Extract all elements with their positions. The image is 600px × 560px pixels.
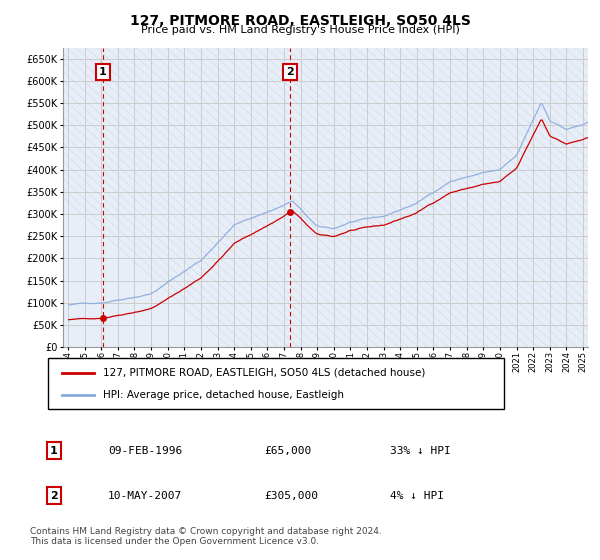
Text: 2: 2 (286, 67, 294, 77)
Text: 2: 2 (50, 491, 58, 501)
FancyBboxPatch shape (48, 358, 504, 409)
Text: 1: 1 (50, 446, 58, 456)
Text: 10-MAY-2007: 10-MAY-2007 (108, 491, 182, 501)
Text: 127, PITMORE ROAD, EASTLEIGH, SO50 4LS: 127, PITMORE ROAD, EASTLEIGH, SO50 4LS (130, 14, 470, 28)
Text: 4% ↓ HPI: 4% ↓ HPI (390, 491, 444, 501)
Text: 33% ↓ HPI: 33% ↓ HPI (390, 446, 451, 456)
Text: 1: 1 (99, 67, 107, 77)
Text: £65,000: £65,000 (264, 446, 311, 456)
Text: HPI: Average price, detached house, Eastleigh: HPI: Average price, detached house, East… (103, 390, 344, 400)
Text: Price paid vs. HM Land Registry's House Price Index (HPI): Price paid vs. HM Land Registry's House … (140, 25, 460, 35)
Text: Contains HM Land Registry data © Crown copyright and database right 2024.
This d: Contains HM Land Registry data © Crown c… (30, 526, 382, 546)
Text: 09-FEB-1996: 09-FEB-1996 (108, 446, 182, 456)
Text: 127, PITMORE ROAD, EASTLEIGH, SO50 4LS (detached house): 127, PITMORE ROAD, EASTLEIGH, SO50 4LS (… (103, 367, 425, 377)
Text: £305,000: £305,000 (264, 491, 318, 501)
